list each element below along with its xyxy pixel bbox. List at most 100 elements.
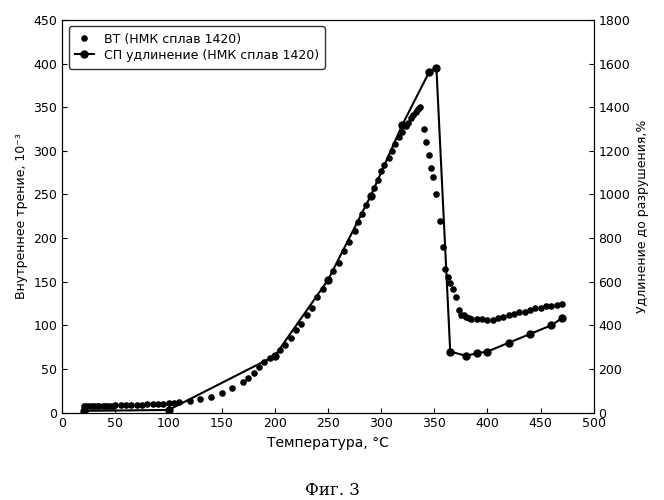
СП удлинение (НМК сплав 1420): [526, 331, 534, 337]
ВТ (НМК сплав 1420): [275, 346, 286, 354]
ВТ (НМК сплав 1420): [248, 370, 259, 378]
Y-axis label: Внутреннее трение, 10⁻³: Внутреннее трение, 10⁻³: [15, 134, 28, 299]
ВТ (НМК сплав 1420): [87, 402, 98, 409]
ВТ (НМК сплав 1420): [471, 315, 482, 323]
ВТ (НМК сплав 1420): [406, 114, 416, 122]
ВТ (НМК сплав 1420): [459, 311, 469, 319]
СП удлинение (НМК сплав 1420): [462, 353, 470, 359]
ВТ (НМК сплав 1420): [514, 308, 525, 316]
ВТ (НМК сплав 1420): [386, 147, 397, 155]
ВТ (НМК сплав 1420): [312, 294, 323, 302]
ВТ (НМК сплав 1420): [89, 402, 100, 409]
ВТ (НМК сплав 1420): [369, 184, 379, 192]
ВТ (НМК сплав 1420): [185, 397, 195, 405]
ВТ (НМК сплав 1420): [365, 192, 376, 200]
ВТ (НМК сплав 1420): [519, 308, 530, 316]
ВТ (НМК сплав 1420): [100, 402, 110, 409]
Line: СП удлинение (НМК сплав 1420): СП удлинение (НМК сплав 1420): [80, 64, 565, 414]
ВТ (НМК сплав 1420): [102, 402, 112, 409]
СП удлинение (НМК сплав 1420): [367, 193, 374, 199]
ВТ (НМК сплав 1420): [84, 402, 94, 410]
ВТ (НМК сплав 1420): [270, 352, 280, 360]
ВТ (НМК сплав 1420): [280, 340, 291, 348]
СП удлинение (НМК сплав 1420): [505, 340, 513, 346]
ВТ (НМК сплав 1420): [291, 326, 301, 334]
Text: Фиг. 3: Фиг. 3: [305, 482, 359, 499]
ВТ (НМК сплав 1420): [163, 399, 174, 407]
ВТ (НМК сплав 1420): [174, 398, 185, 406]
X-axis label: Температура, °C: Температура, °C: [267, 436, 389, 450]
ВТ (НМК сплав 1420): [420, 138, 431, 146]
СП удлинение (НМК сплав 1420): [398, 122, 406, 128]
ВТ (НМК сплав 1420): [158, 400, 169, 408]
СП удлинение (НМК сплав 1420): [483, 348, 491, 354]
ВТ (НМК сплав 1420): [121, 400, 131, 408]
ВТ (НМК сплав 1420): [383, 154, 394, 162]
ВТ (НМК сплав 1420): [328, 268, 339, 276]
ВТ (НМК сплав 1420): [493, 314, 503, 322]
ВТ (НМК сплав 1420): [408, 111, 418, 119]
СП удлинение (НМК сплав 1420): [547, 322, 555, 328]
ВТ (НМК сплав 1420): [264, 354, 275, 362]
ВТ (НМК сплав 1420): [110, 400, 121, 408]
ВТ (НМК сплав 1420): [108, 402, 119, 409]
ВТ (НМК сплав 1420): [454, 306, 464, 314]
СП удлинение (НМК сплав 1420): [446, 348, 454, 354]
ВТ (НМК сплав 1420): [428, 173, 438, 181]
ВТ (НМК сплав 1420): [477, 315, 487, 323]
ВТ (НМК сплав 1420): [131, 400, 142, 408]
ВТ (НМК сплав 1420): [456, 311, 466, 319]
ВТ (НМК сплав 1420): [105, 402, 116, 410]
ВТ (НМК сплав 1420): [418, 125, 429, 133]
ВТ (НМК сплав 1420): [333, 258, 344, 266]
Legend: ВТ (НМК сплав 1420), СП удлинение (НМК сплав 1420): ВТ (НМК сплав 1420), СП удлинение (НМК с…: [68, 26, 325, 68]
ВТ (НМК сплав 1420): [206, 393, 216, 401]
ВТ (НМК сплав 1420): [379, 161, 390, 169]
ВТ (НМК сплав 1420): [80, 402, 91, 409]
ВТ (НМК сплав 1420): [546, 302, 556, 310]
ВТ (НМК сплав 1420): [556, 300, 567, 308]
ВТ (НМК сплав 1420): [411, 108, 422, 116]
ВТ (НМК сплав 1420): [238, 378, 248, 386]
ВТ (НМК сплав 1420): [431, 190, 442, 198]
ВТ (НМК сплав 1420): [424, 151, 434, 159]
СП удлинение (НМК сплав 1420): [165, 407, 173, 413]
ВТ (НМК сплав 1420): [339, 247, 349, 255]
ВТ (НМК сплав 1420): [195, 396, 206, 404]
СП удлинение (НМК сплав 1420): [80, 408, 88, 414]
ВТ (НМК сплав 1420): [466, 315, 477, 323]
ВТ (НМК сплав 1420): [509, 310, 519, 318]
ВТ (НМК сплав 1420): [116, 400, 126, 408]
ВТ (НМК сплав 1420): [551, 302, 562, 310]
ВТ (НМК сплав 1420): [535, 304, 546, 312]
ВТ (НМК сплав 1420): [400, 122, 411, 130]
ВТ (НМК сплав 1420): [126, 400, 137, 408]
ВТ (НМК сплав 1420): [296, 320, 307, 328]
ВТ (НМК сплав 1420): [415, 103, 426, 111]
СП удлинение (НМК сплав 1420): [432, 65, 440, 71]
ВТ (НМК сплав 1420): [137, 400, 147, 408]
ВТ (НМК сплав 1420): [92, 402, 103, 409]
ВТ (НМК сплав 1420): [98, 402, 108, 409]
ВТ (НМК сплав 1420): [169, 399, 179, 407]
ВТ (НМК сплав 1420): [153, 400, 163, 408]
СП удлинение (НМК сплав 1420): [473, 350, 481, 356]
ВТ (НМК сплав 1420): [394, 133, 404, 141]
ВТ (НМК сплав 1420): [503, 311, 514, 319]
ВТ (НМК сплав 1420): [349, 227, 360, 235]
ВТ (НМК сплав 1420): [434, 216, 445, 224]
ВТ (НМК сплав 1420): [540, 302, 551, 310]
ВТ (НМК сплав 1420): [464, 314, 475, 322]
ВТ (НМК сплав 1420): [525, 306, 535, 314]
ВТ (НМК сплав 1420): [317, 284, 328, 292]
ВТ (НМК сплав 1420): [94, 402, 105, 410]
ВТ (НМК сплав 1420): [498, 312, 509, 320]
ВТ (НМК сплав 1420): [323, 276, 333, 284]
ВТ (НМК сплав 1420): [301, 311, 312, 319]
ВТ (НМК сплав 1420): [390, 140, 400, 148]
ВТ (НМК сплав 1420): [227, 384, 238, 392]
ВТ (НМК сплав 1420): [445, 280, 456, 287]
ВТ (НМК сплав 1420): [440, 264, 450, 272]
ВТ (НМК сплав 1420): [426, 164, 436, 172]
ВТ (НМК сплав 1420): [286, 334, 296, 342]
